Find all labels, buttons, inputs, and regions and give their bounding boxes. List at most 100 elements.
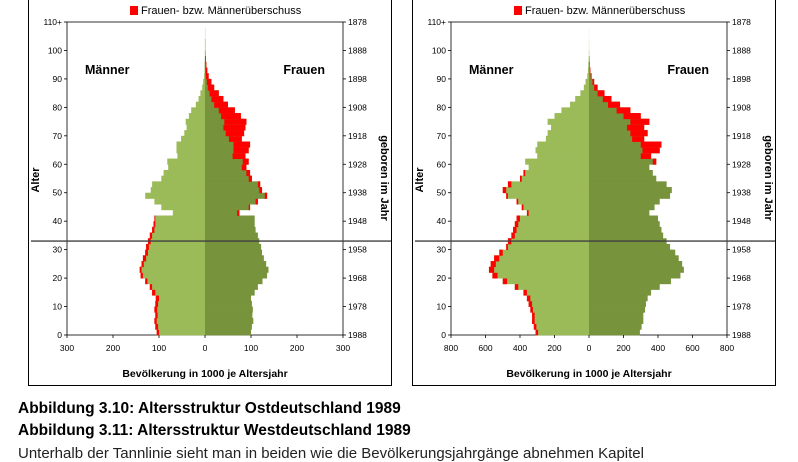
female-surplus-bar	[219, 107, 235, 113]
female-bar	[589, 164, 649, 170]
female-bar	[589, 181, 667, 187]
female-bar	[589, 261, 682, 267]
male-bar	[532, 312, 589, 318]
male-bar	[503, 278, 589, 284]
y-tick-label: 60	[437, 159, 447, 169]
y2-tick-label: 1938	[348, 188, 367, 198]
male-surplus-bar	[157, 329, 159, 335]
female-surplus-bar	[208, 85, 214, 91]
female-surplus-bar	[207, 79, 212, 85]
male-bar	[161, 204, 205, 210]
male-surplus-bar	[503, 278, 507, 284]
male-bar	[154, 198, 205, 204]
female-bar	[205, 307, 253, 313]
male-surplus-bar	[145, 278, 147, 284]
x-tick-label: 0	[203, 343, 208, 353]
male-surplus-bar	[506, 193, 508, 199]
female-surplus-bar	[653, 159, 656, 165]
y-tick-label: 0	[57, 330, 62, 340]
male-bar	[530, 307, 589, 313]
female-bar	[205, 324, 252, 330]
male-surplus-bar	[142, 261, 144, 267]
male-bar	[525, 159, 589, 165]
female-surplus-bar	[210, 90, 219, 96]
male-bar	[588, 62, 589, 68]
female-surplus-bar	[624, 113, 641, 119]
legend-swatch	[130, 6, 138, 15]
female-surplus-bar	[243, 159, 249, 165]
male-surplus-bar	[511, 233, 514, 239]
female-surplus-bar	[249, 176, 252, 182]
y2-tick-label: 1878	[348, 17, 367, 27]
y-tick-label: 0	[441, 330, 446, 340]
female-bar	[589, 170, 653, 176]
y2-tick-label: 1968	[348, 273, 367, 283]
male-bar	[523, 170, 589, 176]
female-bar	[205, 289, 255, 295]
y2-tick-label: 1988	[732, 330, 751, 340]
male-bar	[143, 255, 205, 261]
male-bar	[176, 142, 205, 148]
y-tick-label: 90	[53, 74, 63, 84]
female-label: Frauen	[667, 63, 709, 77]
x-tick-label: 800	[444, 343, 458, 353]
female-label: Frauen	[283, 63, 325, 77]
female-surplus-bar	[630, 130, 647, 136]
female-bar	[205, 170, 250, 176]
female-bar	[589, 159, 656, 165]
y2-tick-label: 1948	[732, 216, 751, 226]
male-bar	[587, 73, 589, 79]
male-surplus-bar	[520, 176, 522, 182]
y-tick-label: 70	[437, 131, 447, 141]
male-bar	[177, 153, 205, 159]
male-bar	[152, 227, 205, 233]
female-surplus-bar	[205, 56, 206, 62]
male-bar	[548, 119, 589, 125]
female-surplus-bar	[265, 193, 267, 199]
y2-tick-label: 1918	[732, 131, 751, 141]
male-bar	[575, 96, 589, 102]
x-tick-label: 200	[616, 343, 630, 353]
female-bar	[589, 329, 640, 335]
y2-tick-label: 1878	[732, 17, 751, 27]
female-bar	[205, 181, 260, 187]
female-bar	[589, 176, 656, 182]
female-bar	[205, 227, 256, 233]
male-bar	[146, 244, 205, 250]
male-bar	[199, 96, 205, 102]
y-tick-label: 10	[53, 302, 63, 312]
x-tick-label: 400	[513, 343, 527, 353]
male-bar	[506, 244, 589, 250]
male-surplus-bar	[513, 227, 516, 233]
female-surplus-bar	[206, 73, 209, 79]
x-axis-label: Bevölkerung in 1000 je Altersjahr	[122, 368, 287, 380]
male-bar	[150, 284, 205, 290]
male-bar	[191, 107, 205, 113]
male-surplus-bar	[527, 295, 530, 301]
female-surplus-bar	[259, 187, 262, 193]
y2-tick-label: 1928	[732, 159, 751, 169]
male-surplus-bar	[499, 250, 502, 256]
female-surplus-bar	[641, 142, 662, 148]
female-surplus-bar	[258, 181, 260, 187]
female-bar	[205, 233, 258, 239]
male-bar	[142, 261, 205, 267]
male-bar	[154, 215, 205, 221]
male-surplus-bar	[154, 307, 157, 313]
female-bar	[205, 255, 264, 261]
male-bar	[523, 289, 589, 295]
male-surplus-bar	[494, 255, 499, 261]
female-surplus-bar	[617, 107, 631, 113]
legend-swatch	[514, 6, 522, 15]
female-bar	[589, 233, 663, 239]
male-bar	[141, 272, 205, 278]
male-surplus-bar	[143, 255, 146, 261]
male-bar	[588, 68, 589, 74]
female-surplus-bar	[233, 153, 246, 159]
male-surplus-bar	[150, 284, 152, 290]
x-tick-label: 600	[478, 343, 492, 353]
male-bar	[584, 85, 589, 91]
male-bar	[196, 102, 205, 108]
male-bar	[155, 324, 205, 330]
